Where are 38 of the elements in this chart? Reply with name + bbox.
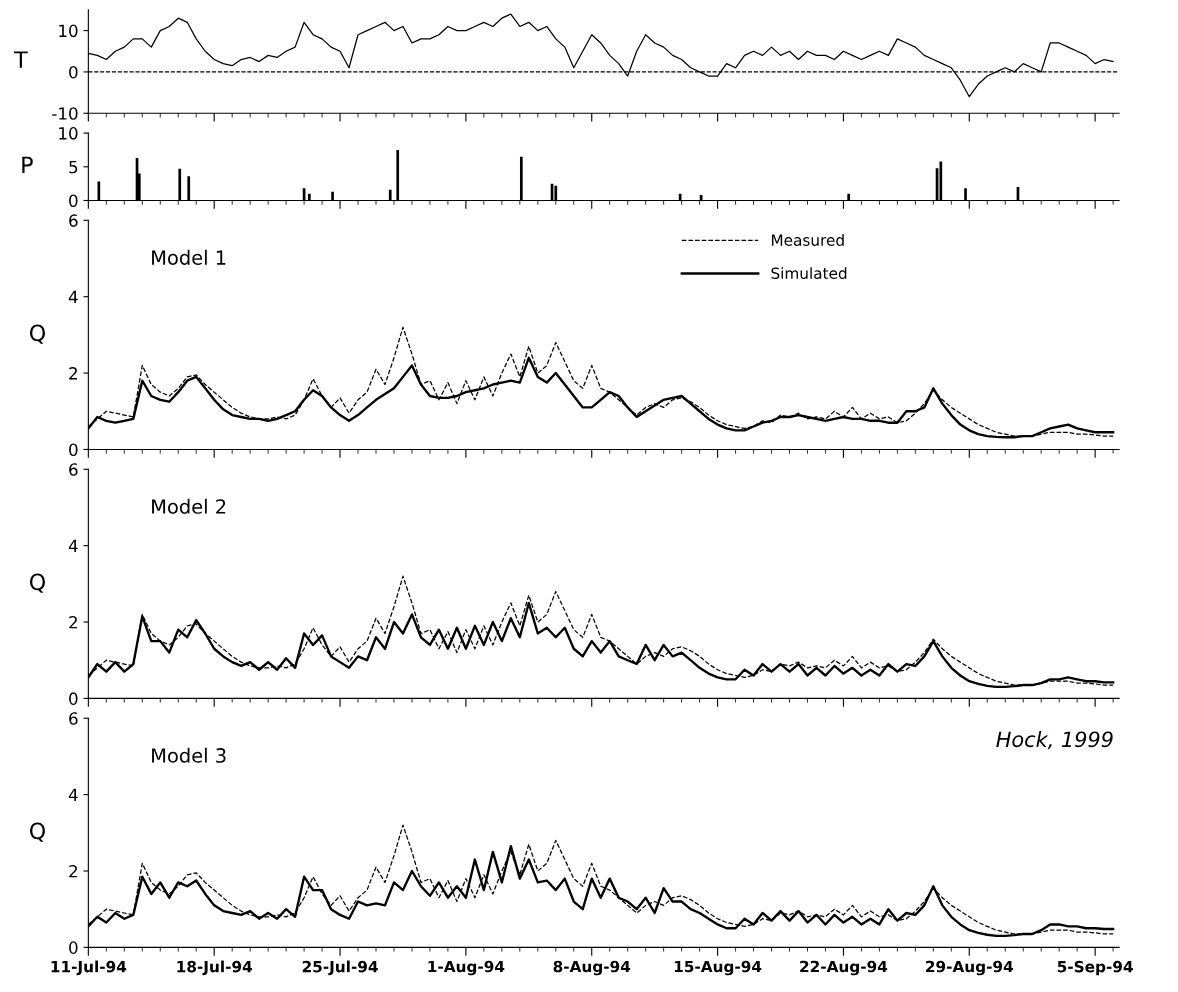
annotation: Model 3: [152, 747, 226, 763]
x-tick-label: 29-Aug-94: [926, 960, 1013, 976]
y-tick-label: 10: [59, 127, 78, 140]
x-tick-label: 18-Jul-94: [177, 960, 252, 976]
x-tick-label: 11-Jul-94: [51, 960, 127, 976]
annotation: Hock, 1999: [996, 731, 1113, 750]
y-axis-title: P: [22, 156, 33, 173]
y-axis-title: T: [14, 51, 28, 68]
y-tick-label: 0: [69, 194, 78, 208]
y-tick-label: 0: [69, 65, 78, 79]
y-axis-title: Q: [29, 822, 45, 842]
y-tick-label: 6: [69, 463, 78, 476]
y-tick-label: 2: [69, 367, 77, 380]
annotation: Model 2: [152, 498, 226, 514]
legend-label: Simulated: [771, 267, 847, 280]
y-axis-title: Q: [29, 573, 45, 593]
y-tick-label: 4: [68, 788, 78, 801]
x-tick-label: 25-Jul-94: [302, 960, 378, 976]
y-tick-label: 0: [69, 941, 78, 954]
y-tick-label: 2: [69, 864, 77, 878]
legend-label: Measured: [771, 234, 844, 246]
y-tick-label: 0: [69, 443, 78, 457]
y-tick-label: 0: [69, 692, 78, 705]
y-tick-label: 4: [68, 290, 78, 304]
y-tick-label: 5: [69, 160, 78, 174]
y-axis-title: Q: [29, 324, 45, 344]
y-tick-label: -10: [52, 107, 78, 120]
annotation: Model 1: [152, 249, 226, 265]
x-tick-label: 5-Sep-94: [1057, 960, 1133, 976]
y-tick-label: 10: [59, 24, 78, 38]
x-tick-label: 8-Aug-94: [553, 960, 631, 976]
y-tick-label: 6: [69, 712, 78, 725]
x-tick-label: 1-Aug-94: [428, 960, 505, 976]
y-tick-label: 4: [68, 539, 78, 552]
x-tick-label: 22-Aug-94: [800, 960, 888, 976]
y-tick-label: 2: [69, 615, 77, 629]
x-tick-label: 15-Aug-94: [674, 960, 762, 976]
y-tick-label: 6: [69, 214, 78, 227]
